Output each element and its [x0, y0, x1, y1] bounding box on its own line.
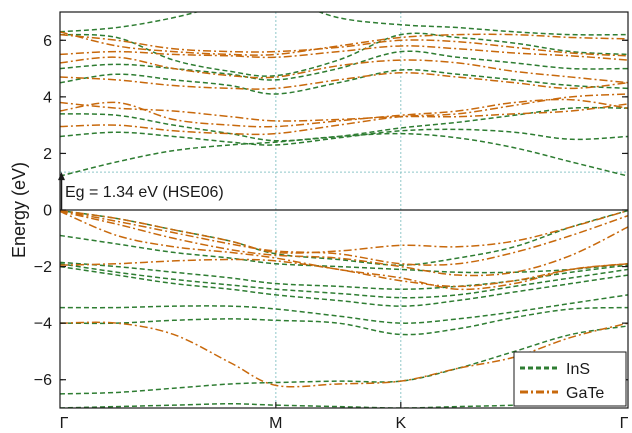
band-line-ins-16 [60, 12, 628, 36]
band-line-ins-5 [60, 265, 628, 307]
y-tick-label: −4 [34, 316, 52, 333]
band-line-ins-14 [60, 50, 628, 81]
y-tick-label: 6 [43, 33, 52, 50]
band-line-ins-11 [60, 128, 628, 146]
band-line-ins-8 [60, 234, 628, 274]
band-line-ins-7 [60, 261, 628, 290]
axis-ticks: −6 −4 −2 0 2 4 6 Γ M K Γ [34, 33, 629, 432]
band-line-ins-2 [60, 325, 628, 395]
x-tick-label: Γ [60, 415, 69, 432]
band-line-gate-10 [60, 72, 628, 90]
band-line-ins-15 [60, 32, 628, 77]
band-line-gate-2 [60, 258, 628, 288]
legend: InS GaTe [513, 351, 627, 407]
gap-annotation: Eg = 1.34 eV (HSE06) [58, 172, 224, 210]
y-tick-label: −2 [34, 259, 52, 276]
band-line-gate-5 [60, 210, 628, 266]
band-line-gate-12 [60, 45, 628, 61]
band-line-ins-6 [60, 262, 628, 299]
legend-box [513, 351, 627, 407]
band-line-gate-7 [60, 93, 628, 136]
y-tick-label: 4 [43, 89, 52, 106]
band-line-ins-1 [60, 398, 628, 408]
band-lines [60, 12, 628, 408]
x-tick-label: M [269, 415, 282, 432]
legend-label-ins: InS [566, 361, 590, 378]
band-line-gate-6 [60, 209, 628, 254]
band-line-ins-4 [60, 294, 628, 324]
legend-label-gate: GaTe [566, 385, 604, 402]
y-tick-label: −6 [34, 372, 52, 389]
band-line-gate-8 [60, 98, 628, 128]
x-tick-label: Γ [620, 415, 629, 432]
band-line-gate-3 [60, 210, 628, 291]
band-line-gate-1 [60, 321, 628, 388]
y-tick-label: 0 [43, 203, 52, 220]
grid-lines [60, 12, 628, 408]
y-axis-title: Energy (eV) [9, 162, 29, 258]
y-tick-label: 2 [43, 146, 52, 163]
band-line-gate-11 [60, 56, 628, 84]
band-line-ins-13 [60, 68, 628, 95]
band-line-gate-14 [60, 31, 628, 56]
band-line-gate-4 [60, 210, 628, 277]
band-line-ins-3 [60, 306, 628, 336]
band-line-gate-9 [60, 101, 628, 122]
band-line-gate-13 [60, 33, 628, 57]
band-gap-label: Eg = 1.34 eV (HSE06) [65, 184, 224, 201]
x-tick-label: K [395, 415, 406, 432]
